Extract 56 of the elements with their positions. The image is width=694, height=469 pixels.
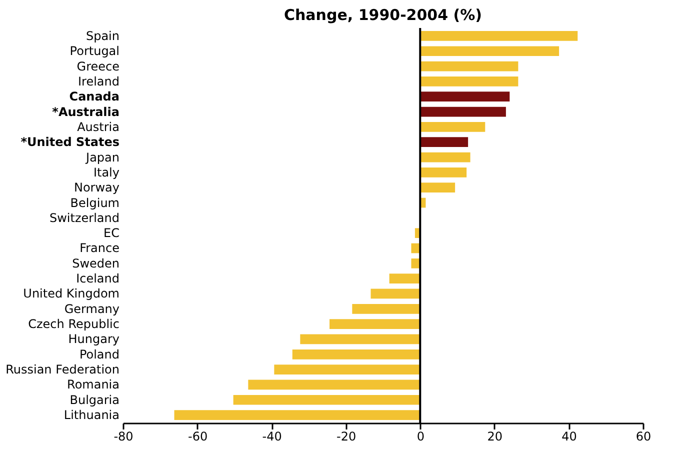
- y-tick-label: Belgium: [70, 196, 120, 210]
- y-tick-label: Japan: [85, 150, 120, 164]
- bar: [274, 364, 420, 374]
- x-tick-label: -40: [262, 430, 282, 444]
- bar: [420, 46, 560, 56]
- y-tick-label: Austria: [77, 120, 120, 134]
- bar: [233, 394, 420, 405]
- y-tick-label: *United States: [20, 135, 120, 150]
- bar: [292, 349, 420, 360]
- y-tick-label: Bulgaria: [70, 392, 120, 407]
- bar: [370, 288, 420, 299]
- x-tick-label: 0: [416, 430, 424, 444]
- y-tick-label: Poland: [79, 347, 120, 362]
- y-tick-label: Hungary: [68, 332, 120, 346]
- bar: [300, 334, 420, 344]
- bar: [330, 319, 420, 329]
- chart-title: Change, 1990-2004 (%): [284, 6, 482, 24]
- y-tick-label: Spain: [86, 28, 120, 43]
- y-tick-label: Czech Republic: [28, 317, 120, 332]
- x-tick-label: -60: [188, 430, 208, 444]
- y-tick-label: Portugal: [70, 44, 120, 58]
- x-tick-label: 40: [562, 430, 577, 444]
- y-tick-label: Lithuania: [64, 408, 120, 422]
- y-tick-label: Germany: [64, 302, 120, 316]
- y-tick-label: EC: [104, 226, 120, 240]
- y-tick-label: Switzerland: [50, 210, 120, 225]
- bar: [420, 122, 486, 132]
- bar: [420, 31, 578, 41]
- bar: [248, 380, 420, 390]
- y-tick-label: United Kingdom: [23, 286, 120, 301]
- y-tick-label: Greece: [76, 59, 120, 74]
- y-tick-label: Romania: [67, 378, 120, 392]
- x-tick-label: -20: [336, 430, 356, 444]
- bar: [389, 274, 420, 284]
- bar: [420, 106, 506, 117]
- y-tick-label: Sweden: [72, 256, 120, 270]
- bar: [420, 92, 510, 102]
- y-tick-label: Ireland: [78, 74, 120, 88]
- bar: [420, 61, 518, 72]
- bar: [420, 137, 468, 148]
- y-tick-label: France: [80, 241, 120, 256]
- x-tick-label: -80: [114, 430, 134, 444]
- y-tick-label: Russian Federation: [6, 362, 120, 377]
- bar: [420, 182, 456, 193]
- y-tick-label: Norway: [74, 180, 120, 195]
- y-tick-label: Canada: [69, 90, 120, 104]
- y-tick-label: *Australia: [52, 104, 120, 119]
- bar: [174, 410, 420, 420]
- bar: [420, 152, 470, 162]
- y-tick-label: Iceland: [76, 272, 120, 286]
- x-tick-label: 60: [636, 430, 652, 444]
- bar: [420, 168, 467, 178]
- bar: [420, 76, 518, 86]
- bar: [352, 304, 420, 314]
- y-tick-label: Italy: [93, 165, 120, 180]
- x-tick-label: 20: [487, 430, 503, 444]
